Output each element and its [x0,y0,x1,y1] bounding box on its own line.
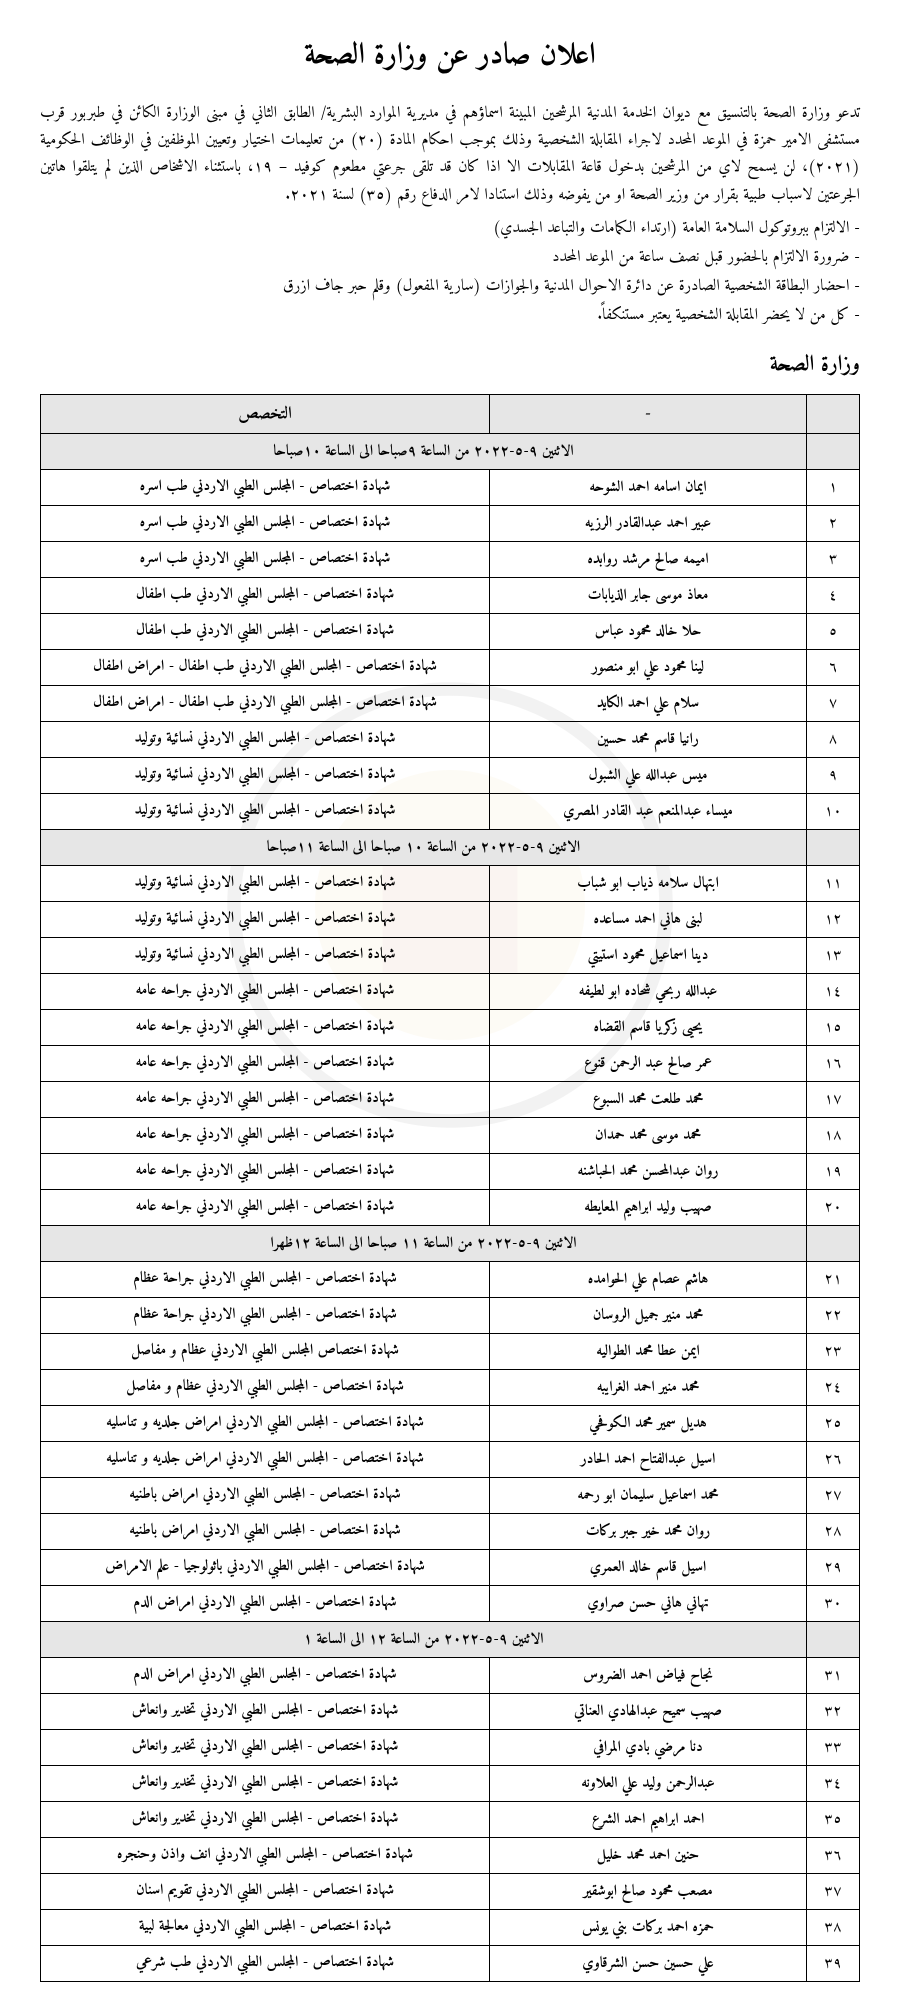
col-spec: التخصص [41,394,490,433]
table-row: ١ايمان اسامه احمد الشوحهشهادة اختصاص - ا… [41,469,860,505]
table-row: ٤معاذ موسى جابر الذياباتشهادة اختصاص - ا… [41,577,860,613]
table-row: ٣اميمه صالح مرشد روابدهشهادة اختصاص - ال… [41,541,860,577]
table-row: ٢٦اسيل عبدالفتاح احمد الحادرشهادة اختصاص… [41,1441,860,1477]
table-row: ٢٨روان محمد خير جبر بركاتشهادة اختصاص - … [41,1513,860,1549]
bullet-item: - احضار البطاقة الشخصية الصادرة عن دائرة… [40,274,860,301]
table-row: ١٩روان عبدالمحسن محمد الحباشنهشهادة اختص… [41,1153,860,1189]
table-row: ٣٢صهيب سميح عبدالهادي العناتيشهادة اختصا… [41,1693,860,1729]
page-title: اعلان صادر عن وزارة الصحة [40,30,860,83]
table-row: ١٦عمر صالح عبد الرحمن قنوعشهادة اختصاص -… [41,1045,860,1081]
bullet-item: - كل من لا يحضر المقابلة الشخصية يعتبر م… [40,303,860,330]
table-row: ٣٤عبدالرحمن وليد علي العلاونهشهادة اختصا… [41,1765,860,1801]
table-row: ٩ميس عبدالله علي الشبولشهادة اختصاص - ال… [41,757,860,793]
col-name: - [490,394,807,433]
table-row: ٢٢محمد منير جميل الروسانشهادة اختصاص - ا… [41,1297,860,1333]
schedule-row: الاثنين ٩-٥-٢٠٢٢ من الساعة ٩صباحا الى ال… [41,433,860,469]
bullet-list: - الالتزام ببروتوكول السلامة العامة (ارت… [40,216,860,331]
table-row: ٣٧مصعب محمود صالح ابوشقيرشهادة اختصاص - … [41,1873,860,1909]
ministry-subtitle: وزارة الصحة [40,345,860,384]
table-row: ١١ابتهال سلامه ذياب ابو شبابشهادة اختصاص… [41,865,860,901]
table-row: ٢٧محمد اسماعيل سليمان ابو رحمهشهادة اختص… [41,1477,860,1513]
table-row: ٢٥هديل سمير محمد الكوفحيشهادة اختصاص - ا… [41,1405,860,1441]
table-row: ١٢لبنى هاني احمد مساعدهشهادة اختصاص - ال… [41,901,860,937]
table-row: ٣١نجاح فياض احمد الضروسشهادة اختصاص - ال… [41,1657,860,1693]
table-row: ١٠ميساء عبدالمنعم عبد القادر المصريشهادة… [41,793,860,829]
schedule-row: الاثنين ٩-٥-٢٠٢٢ من الساعة ١٠ صباحا الى … [41,829,860,865]
table-row: ٧سلام علي احمد الكايدشهادة اختصاص - المج… [41,685,860,721]
table-row: ١٣دينا اسماعيل محمود استيتيشهادة اختصاص … [41,937,860,973]
table-row: ٣٨حمزه احمد بركات بني يونسشهادة اختصاص -… [41,1909,860,1945]
table-row: ٣٥احمد ابراهيم احمد الشرعشهادة اختصاص - … [41,1801,860,1837]
bullet-item: - الالتزام ببروتوكول السلامة العامة (ارت… [40,216,860,243]
table-row: ٢عبير احمد عبدالقادر الرزيهشهادة اختصاص … [41,505,860,541]
table-row: ٥حلا خالد محمود عباسشهادة اختصاص - المجل… [41,613,860,649]
schedule-row: الاثنين ٩-٥-٢٠٢٢ من الساعة ١١ صباحا الى … [41,1225,860,1261]
table-row: ٢٠صهيب وليد ابراهيم المعايطهشهادة اختصاص… [41,1189,860,1225]
candidates-table: - التخصص الاثنين ٩-٥-٢٠٢٢ من الساعة ٩صبا… [40,394,860,1982]
table-row: ٢٩اسيل قاسم خالد العمريشهادة اختصاص - ال… [41,1549,860,1585]
intro-paragraph: تدعو وزارة الصحة بالتنسيق مع ديوان الخدم… [40,101,860,210]
table-row: ٢٣ايمن عطا محمد الطواليهشهادة اختصاص الم… [41,1333,860,1369]
table-row: ٦لينا محمود علي ابو منصورشهادة اختصاص - … [41,649,860,685]
col-num [807,394,860,433]
table-row: ٨رانيا قاسم محمد حسينشهادة اختصاص - المج… [41,721,860,757]
table-row: ٢١هاشم عصام علي الحوامدهشهادة اختصاص - ا… [41,1261,860,1297]
table-row: ٣٠تهاني هاني حسن صراويشهادة اختصاص - الم… [41,1585,860,1621]
table-row: ١٨محمد موسى محمد حمدانشهادة اختصاص - الم… [41,1117,860,1153]
table-row: ١٥يحيى زكريا قاسم القضاهشهادة اختصاص - ا… [41,1009,860,1045]
table-row: ٣٣دنا مرضي بادي المرافيشهادة اختصاص - ال… [41,1729,860,1765]
table-row: ٣٩علي حسين حسن الشرقاويشهادة اختصاص - ال… [41,1945,860,1981]
table-row: ٣٦حنين احمد محمد خليلشهادة اختصاص - المج… [41,1837,860,1873]
table-row: ٢٤محمد منير احمد الغرايبهشهادة اختصاص - … [41,1369,860,1405]
table-row: ١٤عبدالله ربحي شحاده ابو لطيفهشهادة اختص… [41,973,860,1009]
table-row: ١٧محمد طلعت محمد السبوعشهادة اختصاص - ال… [41,1081,860,1117]
bullet-item: - ضرورة الالتزام بالحضور قبل نصف ساعة من… [40,245,860,272]
schedule-row: الاثنين ٩-٥-٢٠٢٢ من الساعة ١٢ الى الساعة… [41,1621,860,1657]
